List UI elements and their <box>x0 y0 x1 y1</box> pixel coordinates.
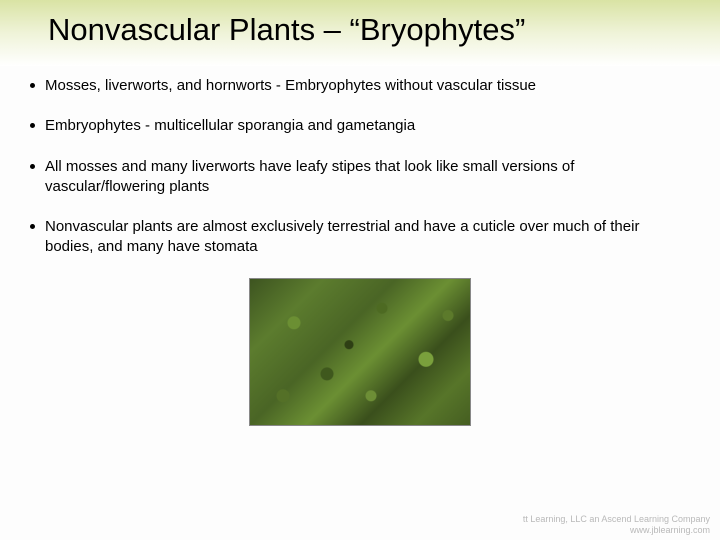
bullet-item: Nonvascular plants are almost exclusivel… <box>30 217 690 258</box>
footer-line2: www.jblearning.com <box>523 525 710 536</box>
bullet-item: Embryophytes - multicellular sporangia a… <box>30 116 690 136</box>
bullet-dot-icon <box>30 224 35 229</box>
bullet-dot-icon <box>30 83 35 88</box>
content-area: Mosses, liverworts, and hornworts - Embr… <box>0 66 720 431</box>
bullet-dot-icon <box>30 123 35 128</box>
bullet-dot-icon <box>30 164 35 169</box>
bullet-text: All mosses and many liverworts have leaf… <box>45 157 690 198</box>
bullet-item: All mosses and many liverworts have leaf… <box>30 157 690 198</box>
title-band: Nonvascular Plants – “Bryophytes” <box>0 0 720 66</box>
moss-photograph <box>249 278 471 426</box>
footer-attribution: tt Learning, LLC an Ascend Learning Comp… <box>523 514 710 536</box>
image-container <box>30 278 690 431</box>
slide-title: Nonvascular Plants – “Bryophytes” <box>48 12 696 48</box>
bullet-text: Embryophytes - multicellular sporangia a… <box>45 116 690 136</box>
bullet-item: Mosses, liverworts, and hornworts - Embr… <box>30 76 690 96</box>
bullet-text: Mosses, liverworts, and hornworts - Embr… <box>45 76 690 96</box>
bullet-text: Nonvascular plants are almost exclusivel… <box>45 217 690 258</box>
footer-line1: tt Learning, LLC an Ascend Learning Comp… <box>523 514 710 525</box>
